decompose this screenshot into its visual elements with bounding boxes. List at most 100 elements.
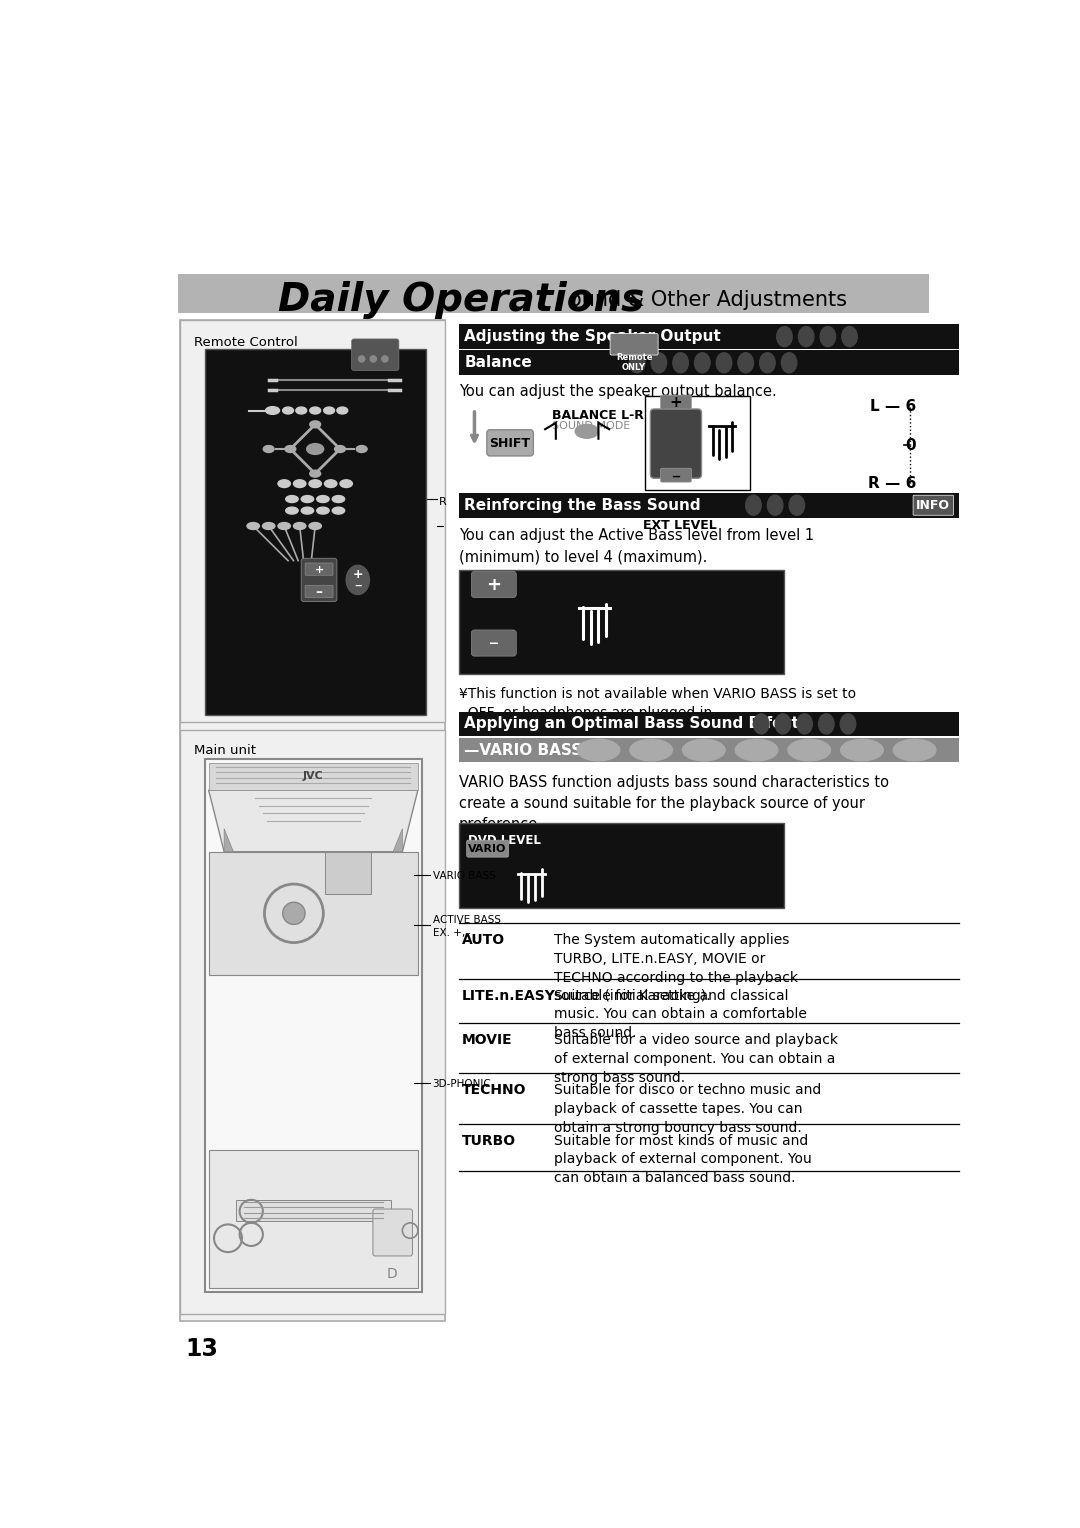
Text: DVD LEVEL: DVD LEVEL [469,834,541,847]
FancyBboxPatch shape [208,1149,418,1288]
Ellipse shape [309,480,322,487]
Text: You can adjust the Active Bass level from level 1
(minimum) to level 4 (maximum): You can adjust the Active Bass level fro… [459,529,814,585]
Text: R: R [438,497,446,507]
FancyBboxPatch shape [459,738,959,762]
Ellipse shape [285,446,296,452]
Ellipse shape [324,480,337,487]
Text: —VARIO BASS: —VARIO BASS [464,743,582,758]
Text: L — 6: L — 6 [870,399,916,414]
Text: ACTIVE BASS
EXT LEVEL: ACTIVE BASS EXT LEVEL [634,504,726,532]
Ellipse shape [286,507,298,513]
Text: –: – [672,468,680,484]
Polygon shape [225,828,233,851]
Text: LITE.n.EASY: LITE.n.EASY [462,989,556,1002]
Text: Suitable for Karaoke and classical
music. You can obtain a comfortable
bass soun: Suitable for Karaoke and classical music… [554,989,807,1041]
Text: MOVIE: MOVIE [462,1033,513,1047]
Ellipse shape [335,446,346,452]
Circle shape [382,356,388,362]
Ellipse shape [309,523,322,530]
Text: Applying an Optimal Bass Sound Effect: Applying an Optimal Bass Sound Effect [464,717,799,732]
Ellipse shape [316,507,329,513]
Ellipse shape [694,353,710,373]
Ellipse shape [340,480,352,487]
Ellipse shape [576,425,598,439]
Circle shape [370,356,377,362]
FancyBboxPatch shape [306,562,333,575]
FancyBboxPatch shape [459,712,959,736]
Text: Balance: Balance [464,356,532,370]
FancyBboxPatch shape [459,570,784,674]
Text: –: – [315,585,323,599]
Text: (while holding...): (while holding...) [501,504,607,516]
Text: AUTO: AUTO [462,934,505,947]
FancyBboxPatch shape [487,429,534,455]
Ellipse shape [316,495,329,503]
FancyBboxPatch shape [650,410,702,478]
Text: Suitable for most kinds of music and
playback of external component. You
can obt: Suitable for most kinds of music and pla… [554,1134,812,1184]
Text: JVC: JVC [302,772,324,781]
Ellipse shape [759,353,775,373]
FancyBboxPatch shape [459,494,959,518]
Ellipse shape [738,353,754,373]
Text: Suitable for disco or techno music and
playback of cassette tapes. You can
obtai: Suitable for disco or techno music and p… [554,1083,822,1135]
Ellipse shape [247,523,259,530]
Text: +: + [670,396,683,411]
FancyBboxPatch shape [467,840,509,857]
Ellipse shape [789,495,805,515]
Ellipse shape [754,714,769,733]
FancyBboxPatch shape [205,348,426,715]
Ellipse shape [775,714,791,733]
Text: VARIO BASS function adjusts bass sound characteristics to
create a sound suitabl: VARIO BASS function adjusts bass sound c… [459,776,889,833]
FancyBboxPatch shape [471,571,516,597]
Text: BALANCE L-R: BALANCE L-R [552,410,644,422]
Text: +: + [314,565,324,575]
Polygon shape [208,790,418,851]
Circle shape [359,356,365,362]
Text: +: + [352,568,363,581]
FancyBboxPatch shape [610,333,658,354]
Text: SHIFT: SHIFT [489,437,530,451]
Ellipse shape [630,740,673,761]
FancyBboxPatch shape [459,350,959,374]
Text: +: + [486,576,501,594]
Ellipse shape [777,327,793,347]
Ellipse shape [745,495,761,515]
Text: TECHNO: TECHNO [462,1083,527,1097]
Text: Suitable for a video source and playback
of external component. You can obtain a: Suitable for a video source and playback… [554,1033,838,1085]
Ellipse shape [840,714,855,733]
Text: The System automatically applies
TURBO, LITE.n.EASY, MOVIE or
TECHNO according t: The System automatically applies TURBO, … [554,934,798,1004]
Ellipse shape [324,406,335,414]
Ellipse shape [283,406,294,414]
Text: –: – [489,634,499,654]
Ellipse shape [264,446,274,452]
Ellipse shape [347,565,369,594]
Text: TURBO: TURBO [462,1134,516,1148]
Text: ACTIVE BASS
EX. +,–: ACTIVE BASS EX. +,– [433,915,501,938]
FancyBboxPatch shape [180,321,445,723]
Ellipse shape [841,327,858,347]
FancyBboxPatch shape [913,495,954,515]
Ellipse shape [307,443,324,454]
Ellipse shape [296,406,307,414]
Ellipse shape [788,740,831,761]
Ellipse shape [797,714,812,733]
Ellipse shape [262,523,275,530]
Text: Daily Operations: Daily Operations [279,281,645,319]
FancyBboxPatch shape [661,396,691,410]
Ellipse shape [673,353,688,373]
Ellipse shape [310,471,321,477]
Circle shape [283,902,305,924]
Text: SOUND MODE: SOUND MODE [552,420,631,431]
Ellipse shape [301,495,313,503]
Ellipse shape [294,523,306,530]
Text: R — 6: R — 6 [868,477,916,490]
Ellipse shape [278,523,291,530]
Ellipse shape [716,353,732,373]
Text: INFO: INFO [916,498,950,512]
Ellipse shape [333,495,345,503]
Text: Main unit: Main unit [194,744,256,756]
FancyBboxPatch shape [177,274,930,313]
FancyBboxPatch shape [373,1209,413,1256]
Text: 13: 13 [186,1337,218,1361]
Ellipse shape [333,507,345,513]
